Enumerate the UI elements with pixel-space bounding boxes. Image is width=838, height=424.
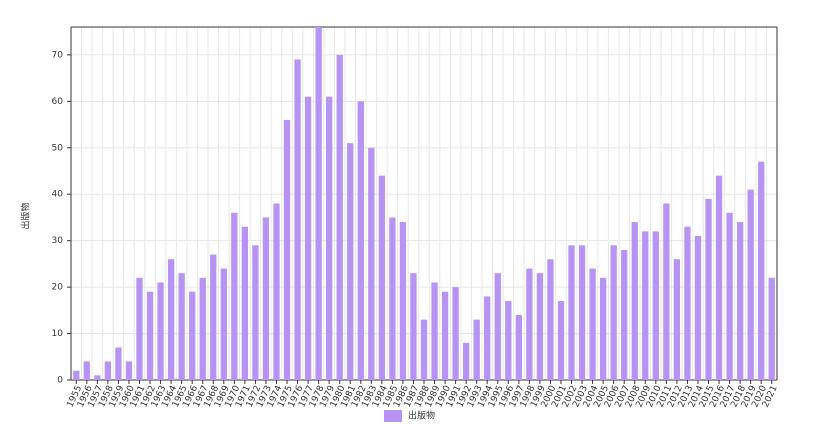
bar <box>621 249 628 380</box>
bar <box>410 273 417 380</box>
bar <box>610 245 617 380</box>
bar <box>283 119 291 380</box>
y-tick-label: 20 <box>52 283 64 293</box>
bar <box>389 217 396 380</box>
legend-label: 出版物 <box>408 410 435 422</box>
y-tick-label: 50 <box>52 143 64 153</box>
bar <box>536 273 544 380</box>
bar <box>599 277 607 380</box>
bar <box>736 222 744 380</box>
bar <box>104 361 112 380</box>
y-tick-label: 70 <box>52 50 64 60</box>
bar <box>578 245 586 380</box>
bar <box>115 347 122 380</box>
bar <box>452 287 459 380</box>
legend-swatch <box>384 410 402 422</box>
bar <box>631 222 638 380</box>
bar <box>326 96 333 380</box>
bar <box>642 231 649 380</box>
bar <box>484 296 491 380</box>
bar <box>189 291 196 380</box>
y-tick-label: 10 <box>52 329 64 339</box>
bar <box>178 273 185 380</box>
bar <box>768 277 775 380</box>
bar <box>557 301 565 380</box>
bar <box>368 147 375 380</box>
bar <box>526 268 533 380</box>
bar <box>347 143 354 380</box>
bar <box>473 319 480 380</box>
bar <box>252 245 259 380</box>
bar <box>273 203 280 380</box>
bar <box>199 277 206 380</box>
bar <box>494 273 501 380</box>
bar <box>747 189 754 380</box>
y-axis-label: 出版物 <box>20 202 32 229</box>
bar <box>357 101 364 380</box>
bar <box>73 370 80 380</box>
bar <box>336 54 343 381</box>
bar <box>378 175 386 380</box>
y-tick-label: 40 <box>52 190 64 200</box>
bar <box>705 198 712 380</box>
bar <box>399 222 407 380</box>
bar <box>684 226 691 380</box>
bar <box>125 361 133 380</box>
bar <box>758 161 765 380</box>
bar <box>210 254 217 380</box>
bar <box>315 27 322 380</box>
bar <box>441 291 449 380</box>
bar <box>241 226 249 380</box>
bar <box>231 212 238 380</box>
bar <box>83 361 90 380</box>
bar <box>515 314 522 380</box>
bar <box>262 217 270 380</box>
bar <box>167 259 175 380</box>
bar <box>136 277 143 380</box>
bar <box>294 59 301 381</box>
bar <box>431 282 438 380</box>
y-tick-label: 30 <box>52 236 64 246</box>
bar <box>589 268 596 380</box>
bar <box>94 375 101 380</box>
bar <box>505 301 512 380</box>
bar <box>420 319 428 380</box>
bar <box>157 282 164 380</box>
bar <box>568 245 575 380</box>
bar <box>652 231 659 380</box>
bar <box>694 236 702 380</box>
y-tick-label: 60 <box>52 97 64 107</box>
bar <box>663 203 670 380</box>
bar <box>726 212 733 380</box>
bar <box>715 175 723 380</box>
bar <box>547 259 554 380</box>
y-tick-label: 0 <box>57 376 63 386</box>
bar <box>304 96 312 380</box>
bar <box>146 291 154 380</box>
bar <box>462 342 470 380</box>
bar <box>220 268 227 380</box>
bar <box>673 259 681 380</box>
